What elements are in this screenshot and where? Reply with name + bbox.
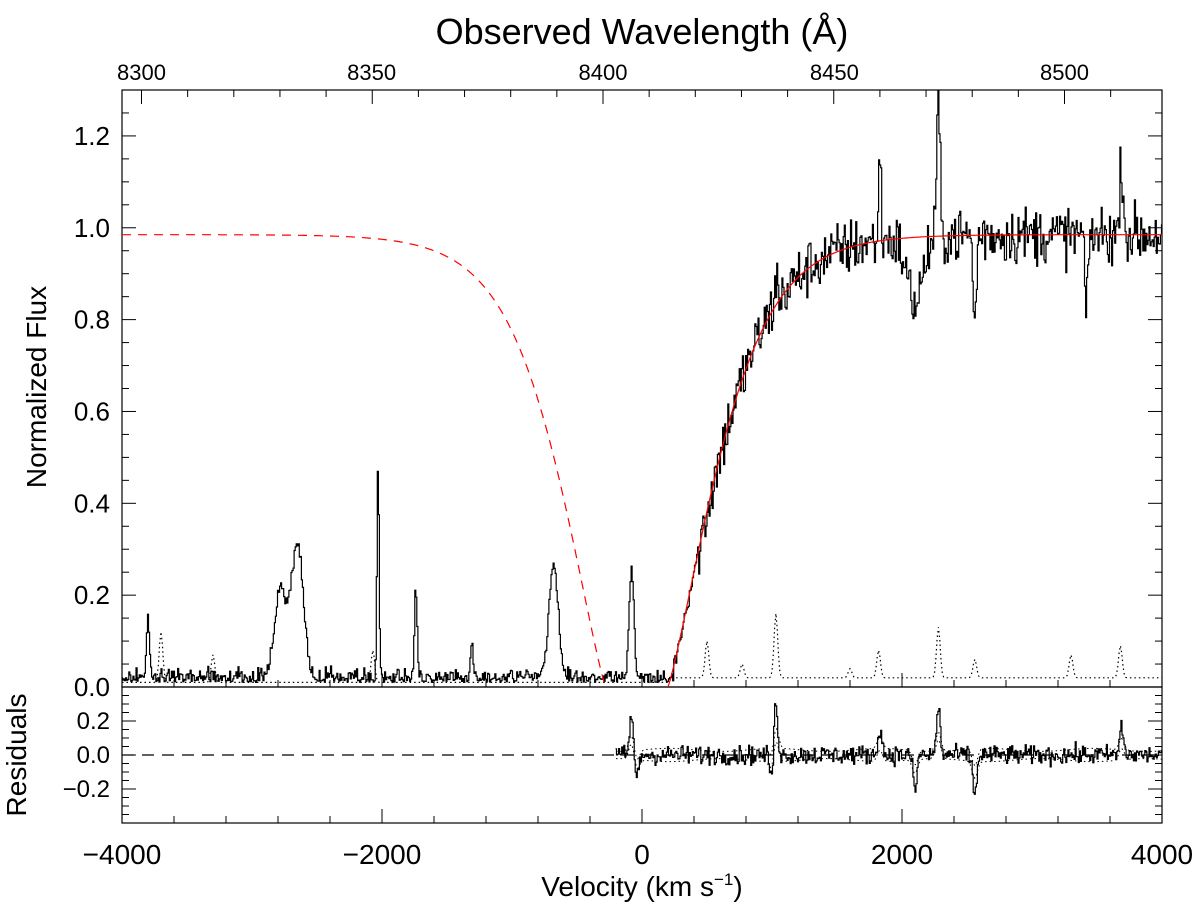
res-y-tick-label: 0.0 xyxy=(77,742,110,769)
main-series-layer xyxy=(122,90,1162,687)
x-tick-label: −4000 xyxy=(83,839,162,870)
y-axis-label: Normalized Flux xyxy=(21,286,52,488)
y-tick-label: 0.6 xyxy=(74,396,110,426)
mirrored-model-dashed-line xyxy=(122,234,607,687)
y-tick-label: 1.2 xyxy=(74,121,110,151)
x-tick-label: 4000 xyxy=(1131,839,1193,870)
tick-labels: −4000 −2000 0 2000 4000 0.0 0.2 0.4 0.6 0.8 1.0 1.2… xyxy=(63,60,1194,870)
x-tick-label: −2000 xyxy=(343,839,422,870)
x-axis-label-main: Velocity (km s xyxy=(541,871,714,902)
top-axis-tick-label: 8400 xyxy=(579,60,628,85)
residuals-y-axis-label: Residuals xyxy=(1,694,32,817)
y-tick-label: 0.4 xyxy=(74,488,110,518)
x-axis-label: Velocity (km s−1) xyxy=(541,870,742,902)
top-axis-tick-label: 8350 xyxy=(347,60,396,85)
x-tick-label: 0 xyxy=(634,839,650,870)
top-axis-tick-label: 8500 xyxy=(1040,60,1089,85)
axis-ticks xyxy=(121,89,1163,824)
top-axis-tick-label: 8300 xyxy=(117,60,166,85)
error-template-dotted-line xyxy=(122,613,1162,683)
res-y-tick-label: −0.2 xyxy=(63,776,110,803)
y-tick-label: 1.0 xyxy=(74,213,110,243)
x-axis-label-exponent: −1 xyxy=(714,870,733,889)
top-axis-tick-label: 8450 xyxy=(810,60,859,85)
res-y-tick-label: 0.2 xyxy=(77,708,110,735)
residuals-line xyxy=(615,703,1162,795)
residual-error-envelope xyxy=(616,727,1162,767)
y-tick-label: 0.2 xyxy=(74,580,110,610)
y-tick-label: 0.0 xyxy=(74,672,110,702)
x-tick-label: 2000 xyxy=(871,839,933,870)
chart-title: Observed Wavelength (Å) xyxy=(436,11,849,52)
observed-spectrum-line xyxy=(122,90,1162,683)
residual-series-layer xyxy=(122,703,1162,795)
x-axis-label-close: ) xyxy=(733,871,742,902)
y-tick-label: 0.8 xyxy=(74,305,110,335)
model-fit-line xyxy=(667,234,1162,687)
residual-error-envelope xyxy=(616,739,1162,780)
